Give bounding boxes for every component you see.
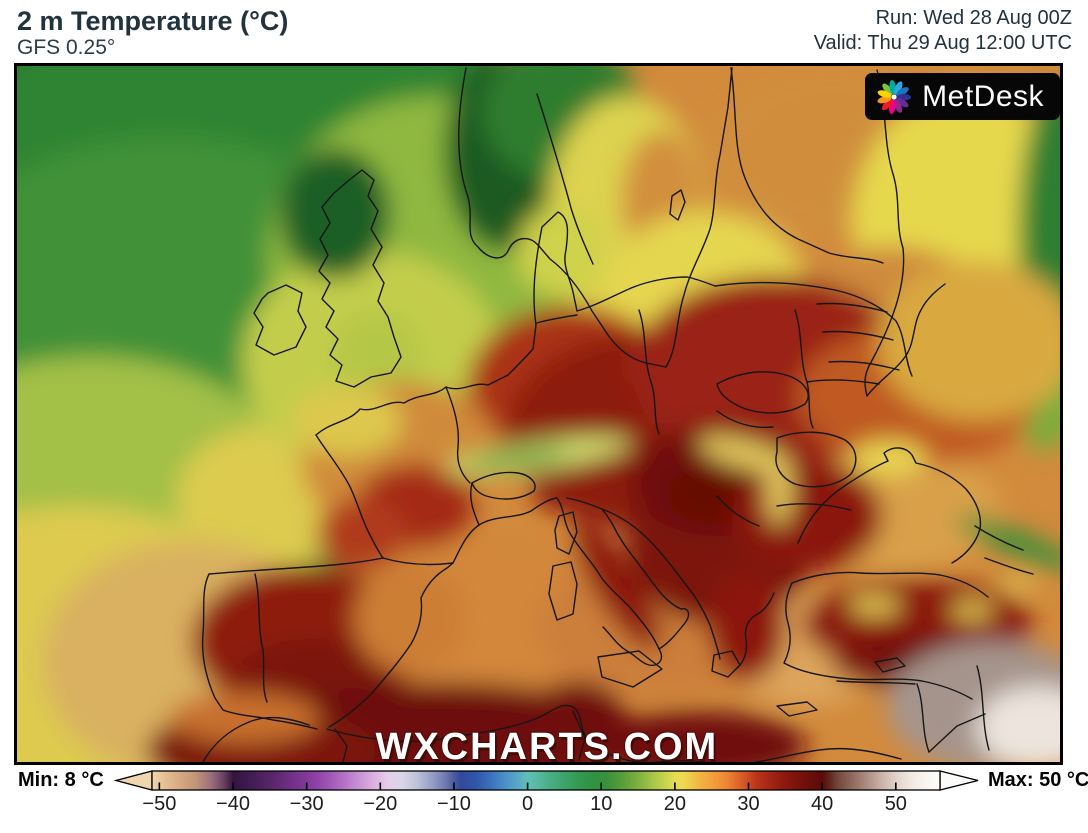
colorbar-ticks xyxy=(158,782,897,790)
pinwheel-ray xyxy=(877,95,892,103)
metdesk-logo: MetDesk xyxy=(865,73,1060,120)
colorbar-gradient xyxy=(151,770,941,791)
colorbar-tick-label: 30 xyxy=(737,793,760,815)
colorbar-left-arrow xyxy=(113,770,153,791)
pinwheel-ray xyxy=(896,86,909,96)
page-title: 2 m Temperature (°C) xyxy=(17,6,289,36)
legend-max-label: Max: 50 °C xyxy=(988,769,1088,791)
colorbar-tick-label: 50 xyxy=(884,793,907,815)
colorbar-tick-label: 0 xyxy=(522,793,534,815)
legend-min-label: Min: 8 °C xyxy=(18,769,104,791)
wxcharts-watermark: WXCHARTS.COM xyxy=(375,726,719,768)
colorbar-tick-label: −10 xyxy=(436,793,471,815)
colorbar-tick-label: 20 xyxy=(663,793,686,815)
temperature-field xyxy=(17,66,1060,762)
colorbar-tick-label: −50 xyxy=(142,793,177,815)
model-label: GFS 0.25° xyxy=(17,36,116,59)
colorbar-right-arrow xyxy=(939,770,979,791)
coastlines-borders xyxy=(201,67,1034,762)
colorbar-tick-label: 40 xyxy=(811,793,834,815)
colorbar-tick-label: −20 xyxy=(363,793,398,815)
colorbar-tick-label: 10 xyxy=(590,793,613,815)
pinwheel-ray xyxy=(896,97,909,107)
pinwheel-center xyxy=(891,93,897,100)
run-valid-info: Run: Wed 28 Aug 00Z Valid: Thu 29 Aug 12… xyxy=(814,6,1072,56)
metdesk-logo-text: MetDesk xyxy=(922,79,1044,113)
pinwheel-ray xyxy=(894,80,903,95)
pinwheel-ray xyxy=(882,98,893,110)
temperature-legend: Min: 8 °C Max: 50 °C −50 −40 −30 −20 −10 0 10 2… xyxy=(0,768,1088,833)
colorbar-tick-label: −30 xyxy=(289,793,324,815)
valid-label: Valid: Thu 29 Aug 12:00 UTC xyxy=(813,32,1072,54)
colorbar-tick-label: −40 xyxy=(216,793,250,815)
pinwheel-ray xyxy=(882,83,893,95)
pinwheel-ray xyxy=(894,98,903,113)
metdesk-pinwheel-icon xyxy=(877,79,912,114)
temperature-blobs xyxy=(17,66,1060,762)
pinwheel-ray xyxy=(877,89,892,98)
temperature-map: MetDesk WXCHARTS.COM xyxy=(14,63,1063,768)
temperature-colorbar xyxy=(113,770,979,791)
run-label: Run: Wed 28 Aug 00Z xyxy=(875,7,1072,29)
